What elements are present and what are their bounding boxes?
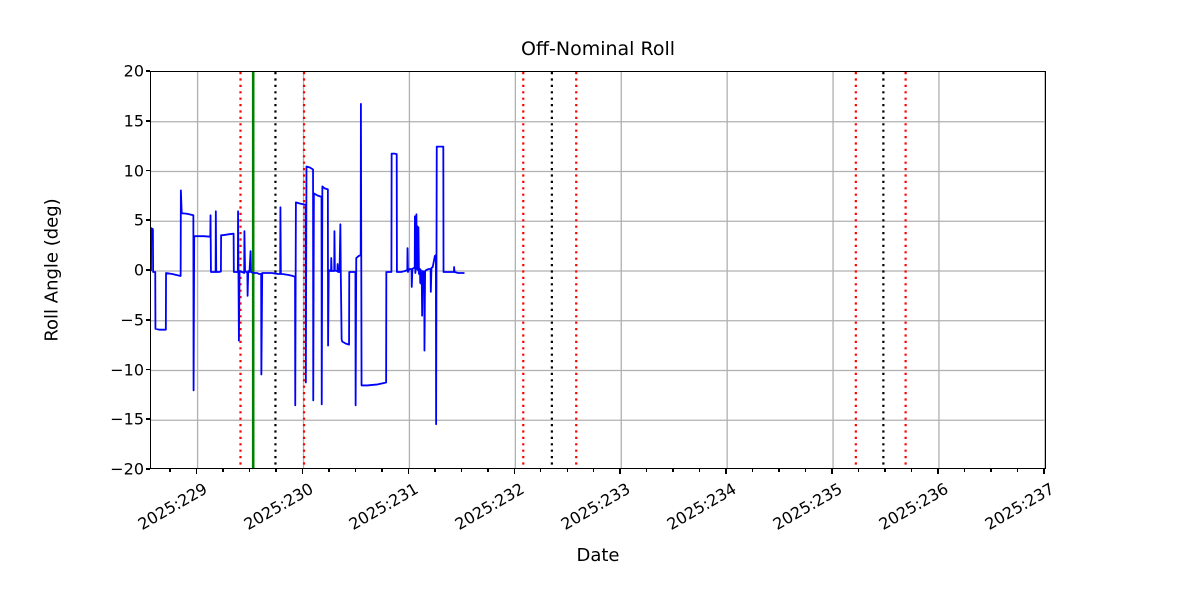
- y-tick-label: −10: [110, 360, 144, 379]
- x-tick-label: 2025:231: [346, 479, 422, 534]
- x-tick-mark: [513, 469, 516, 474]
- x-tick-mark: [301, 469, 304, 474]
- y-tick-label: 5: [133, 210, 144, 230]
- x-tick-label: 2025:229: [134, 479, 211, 534]
- x-tick-mark: [831, 469, 833, 474]
- chart-title: Off-Nominal Roll: [520, 38, 676, 60]
- y-tick-label: 15: [123, 111, 144, 131]
- x-minor-tick-mark: [275, 469, 277, 472]
- plot-area[interactable]: [150, 71, 1046, 469]
- x-minor-tick-mark: [460, 469, 463, 472]
- x-minor-tick-mark: [328, 469, 330, 472]
- x-tick-mark: [1043, 469, 1045, 474]
- x-tick-mark: [725, 469, 727, 474]
- y-tick-mark: [146, 70, 150, 72]
- x-tick-label: 2025:235: [769, 479, 846, 534]
- x-minor-tick-mark: [222, 469, 224, 472]
- y-tick-label: −15: [110, 409, 144, 429]
- x-minor-tick-mark: [434, 469, 436, 472]
- x-minor-tick-mark: [963, 469, 966, 472]
- x-tick-mark: [619, 469, 622, 474]
- x-minor-tick-mark: [248, 469, 251, 472]
- x-tick-label: 2025:232: [451, 479, 528, 534]
- x-tick-label: 2025:234: [663, 479, 740, 534]
- x-minor-tick-mark: [990, 469, 992, 472]
- y-tick-mark: [146, 269, 150, 271]
- x-minor-tick-mark: [804, 469, 807, 472]
- x-tick-mark: [407, 469, 410, 474]
- data-line-roll-angle: [151, 102, 465, 426]
- y-tick-label: 20: [123, 61, 144, 81]
- x-tick-label: 2025:237: [981, 479, 1058, 534]
- plot-svg: [151, 72, 1045, 468]
- x-minor-tick-mark: [593, 469, 595, 472]
- x-minor-tick-mark: [381, 469, 383, 472]
- y-tick-mark: [146, 418, 150, 421]
- y-tick-mark: [146, 219, 150, 222]
- x-minor-tick-mark: [1016, 469, 1019, 472]
- x-minor-tick-mark: [487, 469, 489, 472]
- y-axis-label-container: Roll Angle (deg): [42, 71, 151, 469]
- x-minor-tick-mark: [540, 469, 542, 472]
- x-minor-tick-mark: [354, 469, 357, 472]
- y-tick-mark: [146, 468, 150, 470]
- x-tick-mark: [937, 469, 939, 474]
- x-tick-mark: [195, 469, 198, 474]
- x-minor-tick-mark: [751, 469, 754, 472]
- y-tick-mark: [146, 368, 150, 371]
- y-tick-mark: [146, 119, 150, 122]
- x-tick-label: 2025:236: [875, 479, 952, 534]
- x-tick-label: 2025:233: [557, 479, 634, 534]
- x-minor-tick-mark: [910, 469, 913, 472]
- y-tick-label: 10: [123, 161, 144, 180]
- y-axis-label: Roll Angle (deg): [41, 198, 63, 342]
- x-minor-tick-mark: [698, 469, 701, 472]
- x-tick-label: 2025:230: [240, 479, 316, 534]
- x-minor-tick-mark: [857, 469, 860, 472]
- y-tick-label: −5: [120, 310, 144, 330]
- y-tick-mark: [146, 169, 150, 172]
- x-minor-tick-mark: [646, 469, 648, 472]
- y-tick-label: −20: [110, 459, 144, 479]
- y-tick-mark: [146, 318, 150, 321]
- x-axis-label: Date: [576, 545, 620, 566]
- y-tick-label: 0: [133, 260, 144, 280]
- x-minor-tick-mark: [672, 469, 674, 472]
- x-minor-tick-mark: [566, 469, 568, 472]
- x-minor-tick-mark: [884, 469, 886, 472]
- x-minor-tick-mark: [169, 469, 171, 472]
- x-minor-tick-mark: [778, 469, 780, 472]
